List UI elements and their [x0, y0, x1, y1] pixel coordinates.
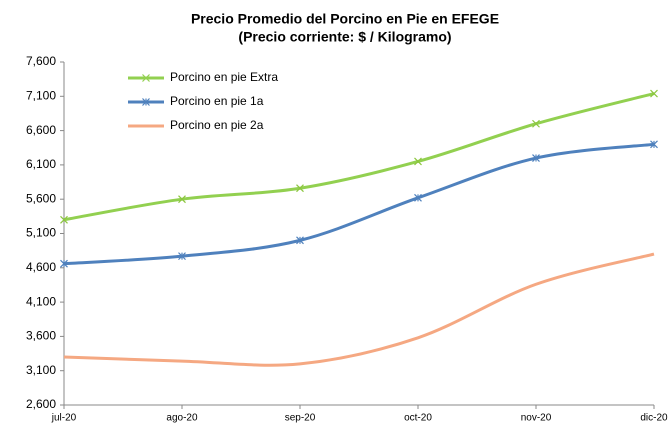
point — [142, 98, 150, 106]
y-tick-label: 5,600 — [26, 191, 56, 205]
y-tick-label: 4,100 — [26, 294, 56, 308]
marker — [142, 74, 150, 82]
point — [532, 119, 540, 128]
marker — [532, 154, 540, 162]
series-line — [63, 142, 655, 266]
marker — [650, 89, 658, 98]
series-line — [63, 252, 655, 367]
x-tick-label: dic-20 — [640, 413, 668, 424]
y-tick-label: 5,100 — [26, 226, 56, 240]
y-tick-label: 7,100 — [26, 88, 56, 102]
x-tick-label: oct-20 — [404, 413, 432, 424]
marker — [414, 193, 422, 202]
y-tick-label: 6,600 — [26, 123, 56, 137]
legend-label: Porcino en pie 2a — [170, 118, 264, 132]
point — [414, 193, 422, 202]
x-tick-label: nov-20 — [521, 413, 552, 424]
chart-subtitle: (Precio corriente: $ / Kilogramo) — [238, 29, 451, 45]
marker — [532, 119, 540, 128]
point — [650, 89, 658, 98]
y-tick-label: 3,600 — [26, 329, 56, 343]
x-tick-label: ago-20 — [166, 413, 198, 424]
marker — [414, 157, 422, 166]
marker — [296, 184, 304, 193]
point — [142, 74, 150, 82]
series-line — [63, 92, 655, 222]
chart-title: Precio Promedio del Porcino en Pie en EF… — [191, 11, 499, 27]
x-tick-label: jul-20 — [51, 413, 77, 424]
marker — [296, 236, 304, 245]
point — [296, 184, 304, 193]
point — [414, 157, 422, 166]
x-tick-label: sep-20 — [285, 413, 316, 424]
point — [650, 140, 658, 149]
point — [178, 195, 186, 204]
marker — [142, 98, 150, 106]
point — [532, 154, 540, 162]
marker — [178, 195, 186, 204]
y-tick-label: 4,600 — [26, 260, 56, 274]
point — [60, 215, 68, 224]
marker — [178, 252, 186, 261]
point — [60, 259, 68, 268]
y-tick-label: 3,100 — [26, 363, 56, 377]
y-tick-label: 6,100 — [26, 157, 56, 171]
marker — [60, 215, 68, 224]
marker — [650, 140, 658, 149]
point — [296, 236, 304, 245]
legend-label: Porcino en pie Extra — [170, 70, 278, 84]
marker — [60, 259, 68, 268]
point — [178, 252, 186, 261]
y-tick-label: 2,600 — [26, 397, 56, 411]
legend-label: Porcino en pie 1a — [170, 94, 264, 108]
y-tick-label: 7,600 — [26, 54, 56, 68]
